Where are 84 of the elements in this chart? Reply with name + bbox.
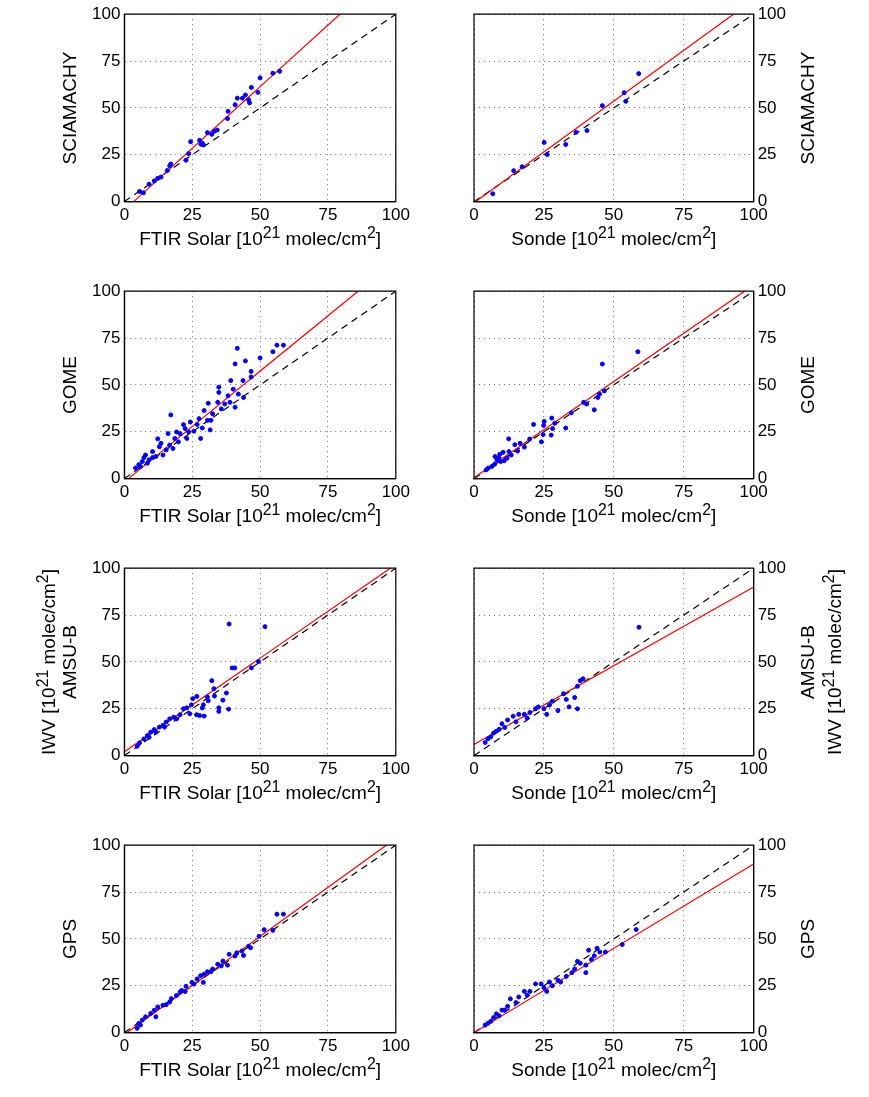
y-tick-label: 75 — [757, 604, 777, 624]
y-tick-label: 50 — [101, 928, 121, 948]
x-tick-label: 75 — [318, 205, 338, 225]
x-tick-label: 75 — [674, 205, 694, 225]
y-tick-label: 25 — [101, 975, 121, 995]
x-tick-label: 75 — [674, 482, 694, 502]
x-axis-title: Sonde [10$^{21}$ molec/cm$^{2}$] — [511, 778, 717, 804]
y-tick-label: 75 — [101, 50, 121, 70]
x-tick-label: 0 — [469, 205, 479, 225]
y-axis-title: AMSU-B — [59, 624, 82, 699]
y-tick-label: 50 — [101, 651, 121, 671]
x-tick-label: 100 — [381, 482, 411, 502]
y-tick-label: 0 — [110, 468, 121, 488]
y-tick-label: 100 — [757, 3, 787, 23]
y-tick-label: 100 — [91, 557, 121, 577]
y-tick-label: 25 — [757, 975, 777, 995]
y-tick-label: 100 — [91, 3, 121, 23]
x-tick-label: 25 — [182, 1036, 202, 1056]
y-axis-title: GPS — [59, 918, 82, 959]
y-tick-label: 25 — [101, 144, 121, 164]
x-tick-label: 50 — [604, 482, 624, 502]
x-tick-label: 50 — [604, 1036, 624, 1056]
y-tick-label: 25 — [757, 421, 777, 441]
x-axis-title: FTIR Solar [10$^{21}$ molec/cm$^{2}$] — [139, 224, 381, 250]
y-tick-label: 50 — [757, 97, 777, 117]
y-tick-label: 100 — [757, 834, 787, 854]
x-tick-label: 50 — [604, 759, 624, 779]
x-tick-label: 25 — [534, 205, 554, 225]
y-tick-label: 50 — [101, 374, 121, 394]
x-tick-label: 50 — [604, 205, 624, 225]
y-tick-label: 25 — [757, 698, 777, 718]
x-tick-label: 100 — [381, 1036, 411, 1056]
x-tick-label: 75 — [318, 1036, 338, 1056]
x-tick-label: 25 — [534, 482, 554, 502]
x-axis-title: FTIR Solar [10$^{21}$ molec/cm$^{2}$] — [139, 778, 381, 804]
x-tick-label: 75 — [674, 1036, 694, 1056]
y-axis-title: GOME — [59, 355, 82, 414]
y-tick-label: 100 — [757, 557, 787, 577]
y-tick-label: 75 — [101, 604, 121, 624]
y-axis-title: GPS — [796, 918, 819, 959]
x-tick-label: 50 — [250, 759, 270, 779]
y-tick-label: 0 — [110, 191, 121, 211]
y-axis-title: GOME — [796, 355, 819, 414]
x-tick-label: 50 — [250, 482, 270, 502]
x-tick-label: 75 — [674, 759, 694, 779]
x-tick-label: 0 — [469, 1036, 479, 1056]
y-tick-label: 100 — [91, 834, 121, 854]
x-tick-label: 0 — [469, 482, 479, 502]
y-tick-label: 0 — [110, 745, 121, 765]
y-tick-label: 75 — [757, 881, 777, 901]
y-tick-label: 100 — [757, 280, 787, 300]
x-tick-label: 25 — [182, 482, 202, 502]
x-tick-label: 25 — [182, 759, 202, 779]
x-axis-title: Sonde [10$^{21}$ molec/cm$^{2}$] — [511, 224, 717, 250]
y-tick-label: 25 — [757, 144, 777, 164]
x-tick-label: 75 — [318, 759, 338, 779]
x-tick-label: 75 — [318, 482, 338, 502]
x-tick-label: 50 — [250, 205, 270, 225]
x-axis-title: FTIR Solar [10$^{21}$ molec/cm$^{2}$] — [139, 501, 381, 527]
y-tick-label: 75 — [101, 881, 121, 901]
x-tick-label: 100 — [381, 205, 411, 225]
x-tick-label: 25 — [534, 1036, 554, 1056]
y-tick-label: 50 — [757, 651, 777, 671]
x-tick-label: 50 — [250, 1036, 270, 1056]
y-tick-label: 25 — [101, 421, 121, 441]
y-tick-label: 50 — [101, 97, 121, 117]
x-tick-label: 100 — [381, 759, 411, 779]
x-tick-label: 0 — [469, 759, 479, 779]
y-axis-title: SCIAMACHY — [796, 51, 819, 165]
y-tick-label: 50 — [757, 374, 777, 394]
y-tick-label: 25 — [101, 698, 121, 718]
y-axis-title: SCIAMACHY — [59, 51, 82, 165]
y-tick-label: 100 — [91, 280, 121, 300]
x-tick-label: 25 — [534, 759, 554, 779]
x-tick-label: 25 — [182, 205, 202, 225]
y-tick-label: 75 — [101, 327, 121, 347]
x-axis-title: FTIR Solar [10$^{21}$ molec/cm$^{2}$] — [139, 1055, 381, 1081]
y-tick-label: 75 — [757, 50, 777, 70]
y-axis-title: AMSU-B — [796, 624, 819, 699]
y-tick-label: 0 — [110, 1022, 121, 1042]
x-axis-title: Sonde [10$^{21}$ molec/cm$^{2}$] — [511, 501, 717, 527]
y-tick-label: 75 — [757, 327, 777, 347]
y-tick-label: 50 — [757, 928, 777, 948]
x-axis-title: Sonde [10$^{21}$ molec/cm$^{2}$] — [511, 1055, 717, 1081]
